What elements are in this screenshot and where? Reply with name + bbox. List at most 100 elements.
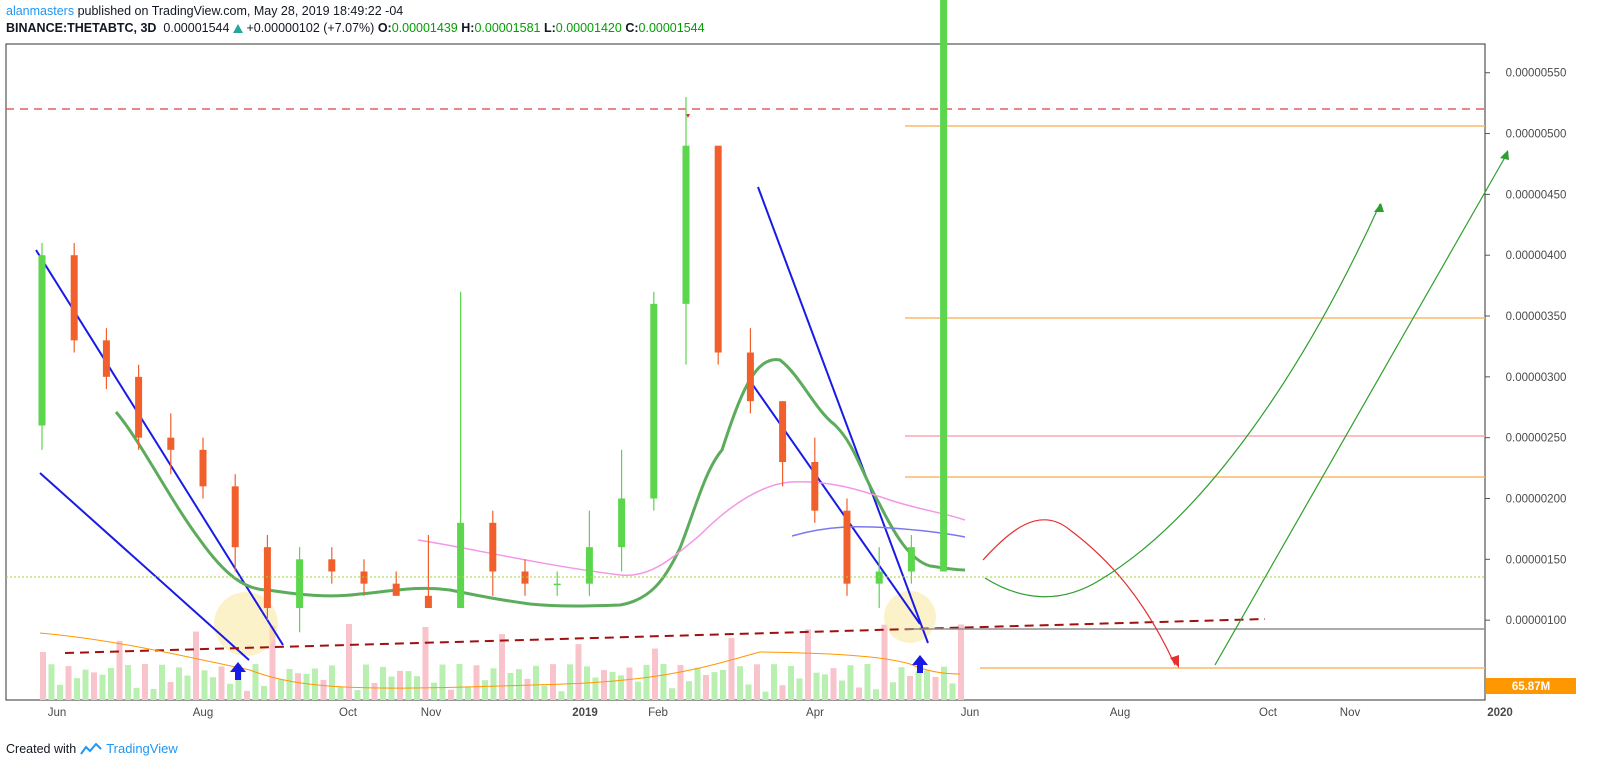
volume-bar — [618, 675, 624, 700]
volume-bar — [193, 631, 199, 700]
volume-bar — [890, 682, 896, 700]
up-arrow-icon-may — [912, 655, 928, 673]
candle-body — [553, 583, 561, 586]
volume-bar — [261, 685, 267, 700]
volume-bar — [728, 637, 735, 700]
volume-bar — [881, 624, 888, 700]
drawings-layer — [6, 108, 1509, 689]
ema-line — [114, 358, 966, 608]
volume-bar — [278, 679, 284, 700]
volume-bar — [337, 686, 344, 700]
candle-body — [779, 401, 787, 463]
volume-bar — [609, 671, 616, 700]
volume-bar — [159, 664, 165, 700]
candle-body — [424, 595, 432, 608]
volume-bar — [244, 690, 250, 700]
open-label: O: — [377, 21, 392, 35]
candle-body — [167, 437, 175, 450]
candle-body — [714, 145, 722, 353]
volume-bar — [550, 664, 556, 700]
candle-body — [650, 303, 658, 499]
tradingview-brand-link[interactable]: TradingView — [106, 741, 178, 756]
volume-bar — [252, 664, 259, 700]
bullish-straight-projection — [1214, 151, 1509, 666]
open-value: 0.00001439 — [391, 21, 458, 35]
x-tick-label: Nov — [421, 707, 442, 719]
volume-bar — [805, 629, 811, 700]
volume-bar — [626, 667, 633, 700]
volume-bar — [711, 672, 718, 700]
volume-bar — [295, 673, 301, 700]
volume-bar — [363, 664, 369, 700]
volume-bar — [796, 678, 803, 700]
last-price: 0.00001544 — [163, 21, 230, 35]
volume-bar — [558, 691, 565, 700]
volume-bar — [660, 664, 667, 700]
candle-body — [328, 559, 336, 572]
y-tick-label: 0.00000400 — [1506, 250, 1567, 262]
volume-bar — [533, 665, 539, 700]
close-label: C: — [625, 21, 639, 35]
volume-bar — [873, 689, 879, 700]
volume-bar — [524, 678, 531, 700]
volume-bar — [703, 674, 709, 700]
volume-bar — [176, 667, 182, 700]
bearish-arrow-head — [1170, 655, 1179, 668]
y-tick-label: 0.00000350 — [1506, 311, 1567, 323]
x-tick-label: Nov — [1340, 707, 1361, 719]
x-tick-label: Jun — [961, 707, 980, 719]
highlight-circle-aug — [214, 592, 278, 656]
magenta-ma-line — [417, 480, 966, 577]
up-arrow-icon-aug — [230, 662, 246, 680]
volume-bar — [813, 672, 820, 700]
volume-bar — [771, 664, 777, 700]
volume-bar — [397, 670, 403, 700]
candle-body — [746, 352, 754, 402]
x-tick-label: Aug — [193, 707, 213, 719]
volume-bar — [48, 664, 55, 700]
symbol-label[interactable]: BINANCE:THETABTC, 3D — [6, 21, 157, 35]
volume-bar — [201, 670, 208, 700]
highlight-circle-may — [884, 591, 936, 643]
volume-bar — [737, 666, 743, 700]
candle-body — [843, 510, 851, 584]
volume-bar — [422, 627, 429, 700]
y-tick-label: 0.00000250 — [1506, 433, 1567, 445]
created-with-label: Created with — [6, 741, 77, 756]
volume-bar — [167, 681, 174, 700]
volume-bar — [864, 664, 871, 700]
volume-bar — [99, 674, 106, 700]
bullish-curve-projection — [984, 203, 1381, 598]
author-link[interactable]: alanmasters — [6, 4, 75, 18]
candle-body — [135, 376, 143, 438]
close-value: 0.00001544 — [638, 21, 705, 35]
volume-bar — [116, 640, 123, 700]
volume-bar — [898, 667, 905, 700]
volume-bar — [65, 666, 72, 700]
wedge-upper-line-2 — [757, 186, 929, 644]
volume-bar — [142, 664, 148, 700]
change-value: +0.00000102 (+7.07%) — [246, 21, 375, 35]
volume-bar — [720, 669, 726, 700]
x-tick-label: 2020 — [1487, 707, 1513, 719]
candle-body — [907, 547, 915, 572]
volume-bar — [847, 665, 854, 700]
volume-bar — [320, 679, 327, 700]
volume-bars — [40, 624, 964, 700]
candle-body — [231, 486, 239, 548]
y-tick-label: 0.00000500 — [1506, 129, 1567, 141]
volume-bar — [567, 664, 573, 700]
volume-bar — [635, 681, 641, 700]
candle-body — [521, 571, 529, 584]
volume-bar — [456, 664, 463, 700]
volume-bar — [473, 665, 480, 700]
volume-bar — [516, 669, 522, 700]
x-tick-label: Feb — [648, 707, 668, 719]
y-tick-label: 0.00000100 — [1506, 615, 1567, 627]
publish-info: alanmasters published on TradingView.com… — [6, 4, 403, 18]
candle-body — [585, 547, 593, 584]
volume-bar — [57, 684, 63, 700]
volume-bar — [686, 681, 692, 700]
x-tick-label: Jun — [48, 707, 67, 719]
